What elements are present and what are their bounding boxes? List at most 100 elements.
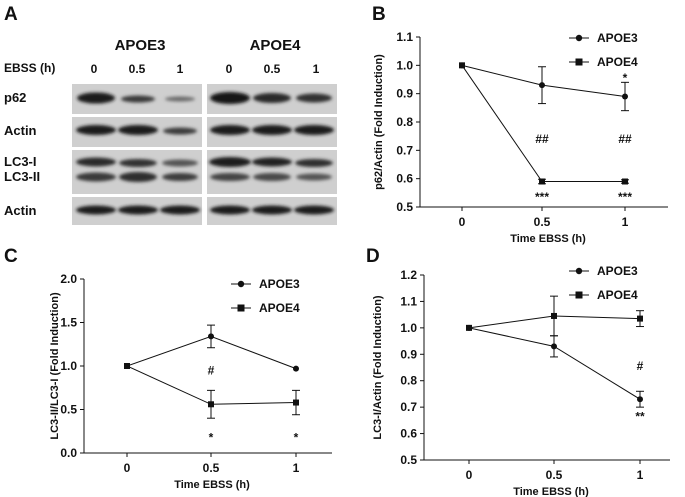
y-tick-label: 1.5	[60, 316, 77, 330]
y-tick-label: 0.6	[400, 427, 417, 441]
data-point-apoe4	[124, 363, 130, 369]
y-tick-label: 0.5	[60, 403, 77, 417]
blot-strip-actin2-apoe3	[72, 197, 202, 225]
row-label-actin: Actin	[4, 203, 37, 218]
legend-label-apoe4: APOE4	[259, 301, 300, 315]
legend-marker-circle	[237, 280, 245, 288]
y-axis-label: LC3-II/LC3-I (Fold Induction)	[49, 292, 61, 440]
data-point-apoe4	[637, 315, 643, 322]
significance-annotation: #	[208, 363, 215, 377]
significance-annotation: ***	[618, 190, 632, 204]
blot-strip-lc3-apoe3	[72, 150, 202, 194]
lane-label: 1	[313, 62, 320, 76]
significance-annotation: ##	[618, 132, 632, 146]
data-point-apoe3	[637, 396, 643, 403]
series-line-apoe3	[461, 64, 626, 97]
chart-lc3ii-lc3i: 0.0 0.5 1.0 1.5 2.0 0 0.5 1 Time EBSS (h) LC3-II/…	[49, 272, 332, 491]
data-point-apoe3	[551, 343, 557, 350]
blot-strip-actin2-apoe4	[207, 197, 337, 225]
data-point-apoe4	[466, 324, 472, 331]
y-axis-label: LC3-I/Actin (Fold Induction)	[372, 295, 384, 440]
y-tick-label: 0.7	[396, 143, 413, 157]
data-point-apoe3	[208, 333, 214, 340]
data-point-apoe3	[293, 365, 299, 372]
group-label-apoe3: APOE3	[115, 37, 166, 54]
significance-annotation: #	[637, 359, 644, 373]
y-tick-label: 0.7	[400, 400, 417, 414]
y-tick-label: 0.8	[400, 374, 417, 388]
x-tick-label: 0	[459, 215, 466, 229]
row-label-p62: p62	[4, 90, 26, 105]
row-label-lc3-ii: LC3-II	[4, 169, 40, 184]
y-tick-label: 1.0	[396, 58, 413, 72]
y-tick-label: 0.6	[396, 172, 413, 186]
panel-label-d: D	[366, 246, 380, 267]
panel-label-a: A	[4, 4, 18, 25]
x-tick-label: 0.5	[203, 461, 220, 475]
lane-label: 0	[91, 62, 98, 76]
legend-marker-circle	[575, 34, 583, 42]
y-tick-label: 0.9	[400, 347, 417, 361]
y-tick-label: 0.9	[396, 87, 413, 101]
x-tick-label: 1	[622, 215, 629, 229]
panel-label-b: B	[372, 4, 386, 25]
y-tick-label: 0.5	[400, 453, 417, 467]
lane-label: 0.5	[264, 62, 281, 76]
treatment-label: EBSS (h)	[4, 61, 55, 75]
data-point-apoe4	[622, 178, 628, 185]
y-tick-label: 1.0	[60, 359, 77, 373]
chart-p62-actin: 0.5 0.6 0.7 0.8 0.9 1.0 1.1 0 0.5 1 Time EBSS (h) p…	[373, 30, 668, 245]
data-point-apoe3	[539, 82, 545, 89]
legend-label-apoe3: APOE3	[259, 277, 300, 291]
data-point-apoe4	[459, 62, 465, 69]
legend-label-apoe3: APOE3	[597, 264, 638, 278]
data-point-apoe4	[539, 178, 545, 185]
y-axis-label: p62/Actin (Fold Induction)	[373, 54, 385, 190]
blot-strip-p62-apoe3	[72, 84, 202, 114]
legend-marker-square	[575, 58, 583, 66]
blot-strip-lc3-apoe4	[207, 150, 337, 194]
significance-annotation: ***	[535, 190, 549, 204]
legend-label-apoe3: APOE3	[597, 31, 638, 45]
x-tick-label: 0	[124, 461, 131, 475]
data-point-apoe4	[293, 399, 299, 406]
legend-label-apoe4: APOE4	[597, 55, 638, 69]
significance-annotation: **	[635, 409, 645, 423]
legend-label-apoe4: APOE4	[597, 288, 638, 302]
y-tick-label: 1.1	[400, 294, 417, 308]
row-label-lc3-i: LC3-I	[4, 154, 37, 169]
western-blot-panel: APOE3 APOE4 EBSS (h) 0 0.5 1 0 0.5 1 p62…	[4, 37, 337, 225]
x-axis-label: Time EBSS (h)	[513, 486, 589, 497]
chart-lc3i-actin: 0.5 0.6 0.7 0.8 0.9 1.0 1.1 1.2 0 0.5 1 Time EBSS (…	[372, 264, 670, 497]
x-axis-label: Time EBSS (h)	[510, 233, 586, 245]
x-tick-label: 0.5	[534, 215, 551, 229]
y-tick-label: 1.0	[400, 321, 417, 335]
significance-annotation: *	[623, 71, 628, 85]
data-point-apoe3	[622, 93, 628, 100]
y-tick-label: 2.0	[60, 272, 77, 286]
lane-label: 0	[226, 62, 233, 76]
significance-annotation: *	[294, 430, 299, 444]
row-label-actin: Actin	[4, 123, 37, 138]
y-tick-label: 0.5	[396, 200, 413, 214]
legend-marker-square	[575, 291, 583, 299]
lane-label: 1	[177, 62, 184, 76]
data-point-apoe4	[208, 401, 214, 408]
lane-label: 0.5	[129, 62, 146, 76]
x-tick-label: 1	[293, 461, 300, 475]
y-tick-label: 1.1	[396, 30, 413, 44]
legend-marker-square	[237, 304, 245, 312]
data-point-apoe4	[551, 312, 557, 319]
x-tick-label: 0.5	[546, 468, 563, 482]
x-axis-label: Time EBSS (h)	[174, 479, 250, 491]
blot-strip-actin-apoe3	[72, 117, 202, 147]
y-tick-label: 0.0	[60, 446, 77, 460]
significance-annotation: ##	[535, 132, 549, 146]
significance-annotation: *	[209, 430, 214, 444]
panel-label-c: C	[4, 246, 18, 267]
x-tick-label: 0	[466, 468, 473, 482]
y-tick-label: 1.2	[400, 268, 417, 282]
group-label-apoe4: APOE4	[250, 37, 302, 54]
x-tick-label: 1	[637, 468, 644, 482]
